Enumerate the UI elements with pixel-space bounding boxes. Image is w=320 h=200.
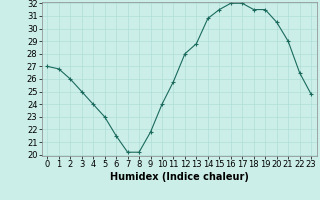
X-axis label: Humidex (Indice chaleur): Humidex (Indice chaleur) [110, 172, 249, 182]
